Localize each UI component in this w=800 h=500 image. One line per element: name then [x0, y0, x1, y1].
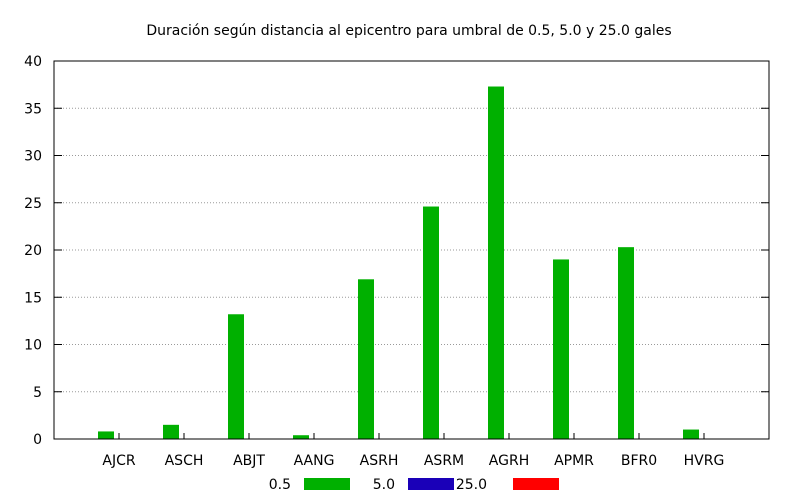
bar-series-0 — [423, 206, 439, 439]
grid-lines — [54, 107, 769, 393]
y-tick-label: 25 — [24, 196, 42, 212]
bar-series-0 — [98, 431, 114, 439]
x-tick-label: ASRH — [360, 453, 399, 469]
y-tick-label: 15 — [24, 290, 42, 306]
legend-label: 5.0 — [373, 477, 395, 493]
legend-swatch — [408, 478, 454, 490]
bar-series-0 — [553, 259, 569, 439]
legend-label: 0.5 — [269, 477, 291, 493]
y-tick-label: 20 — [24, 243, 42, 259]
legend-swatch — [304, 478, 350, 490]
x-tick-label: ASCH — [165, 453, 204, 469]
x-tick-label: BFR0 — [621, 453, 657, 469]
legend: 0.5 5.0 25.0 — [269, 477, 559, 493]
bar-series-0 — [358, 279, 374, 439]
y-tick-label: 0 — [33, 432, 42, 448]
x-tick-label: AANG — [294, 453, 335, 469]
x-tick-label: ASRM — [424, 453, 464, 469]
bar-series-0 — [683, 429, 699, 439]
chart-title: Duración según distancia al epicentro pa… — [146, 23, 671, 39]
bar-series-0 — [228, 314, 244, 439]
bar-series-0 — [163, 424, 179, 439]
x-tick-label: ABJT — [233, 453, 265, 469]
y-tick-label: 10 — [24, 338, 42, 354]
x-tick-label: HVRG — [684, 453, 725, 469]
y-tick-label: 30 — [24, 149, 42, 165]
y-axis: 0 5 10 15 20 25 30 35 40 — [24, 54, 769, 448]
x-tick-label: AGRH — [489, 453, 529, 469]
legend-swatch — [513, 478, 559, 490]
x-tick-label: AJCR — [102, 453, 135, 469]
x-axis: AJCR ASCH ABJT AANG ASRH ASRM AGRH APMR BFR0 HVRG — [102, 433, 724, 469]
y-tick-label: 40 — [24, 54, 42, 70]
bar-series-0 — [618, 247, 634, 439]
bar-series-0 — [293, 435, 309, 439]
legend-label: 25.0 — [456, 477, 487, 493]
bar-series-0 — [488, 86, 504, 439]
y-tick-label: 5 — [33, 385, 42, 401]
y-tick-label: 35 — [24, 101, 42, 117]
x-tick-label: APMR — [554, 453, 594, 469]
bars — [98, 86, 699, 439]
